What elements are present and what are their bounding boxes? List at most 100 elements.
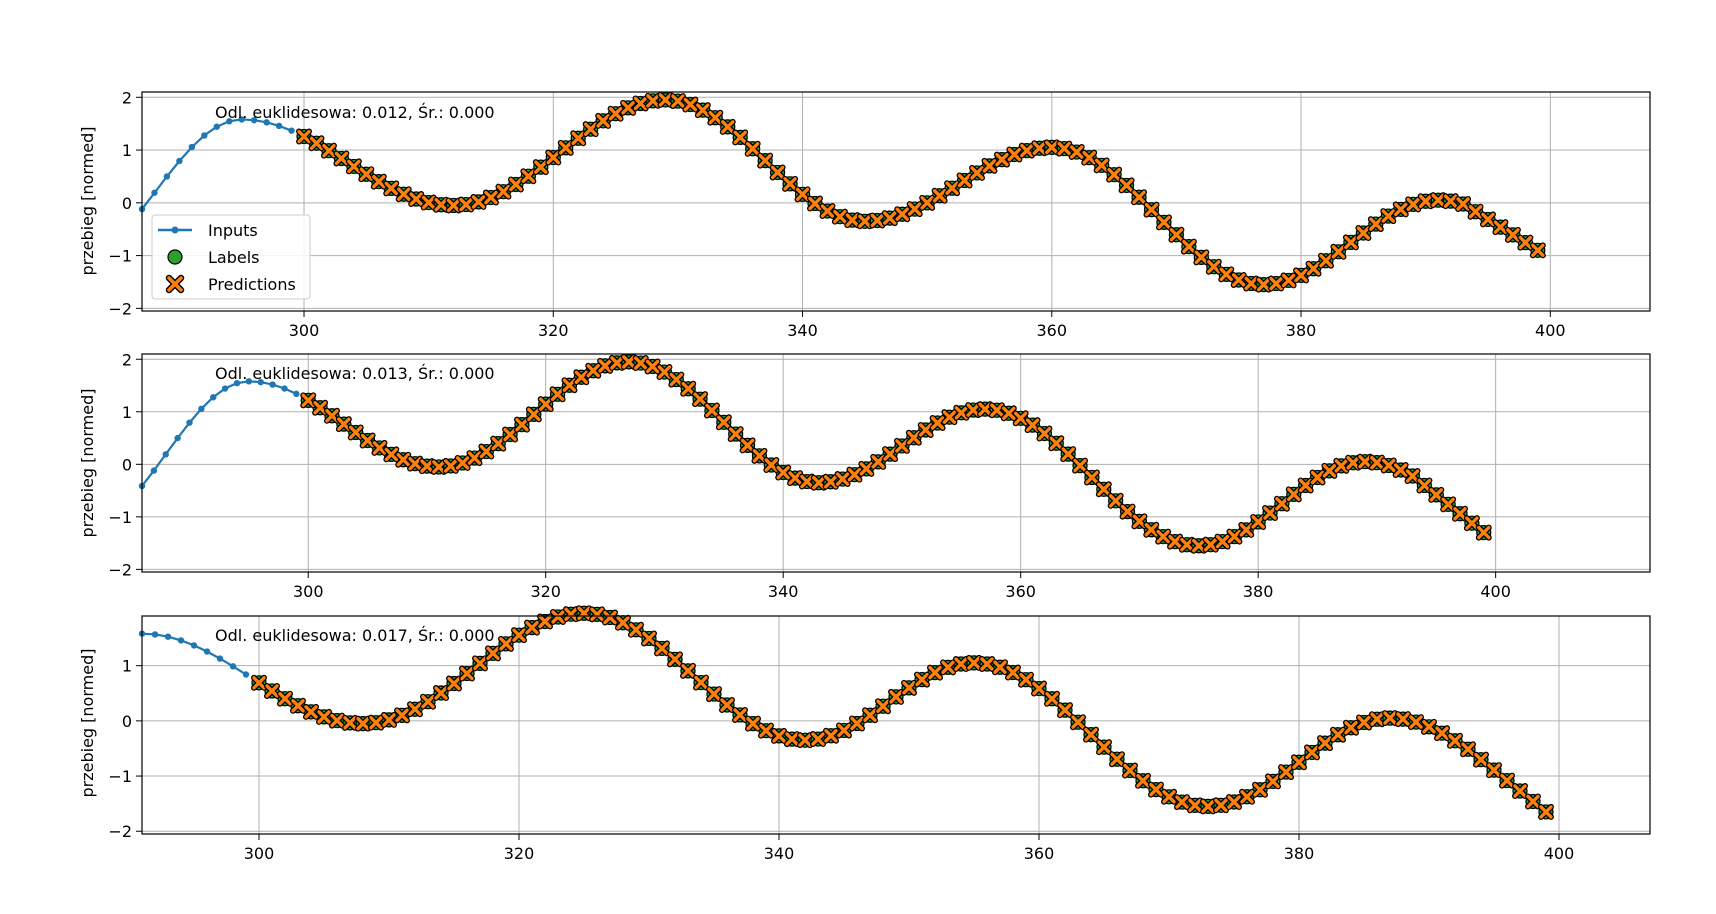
x-tick-label: 340 xyxy=(787,321,818,340)
prediction-point xyxy=(1201,799,1215,814)
prediction-point xyxy=(610,356,624,370)
prediction-point xyxy=(252,676,266,690)
prediction-point xyxy=(820,204,835,218)
input-point xyxy=(201,132,208,139)
prediction-point xyxy=(764,458,779,472)
prediction-point xyxy=(460,666,474,681)
prediction-point xyxy=(902,681,916,695)
prediction-point xyxy=(1370,455,1384,470)
x-tick-label: 380 xyxy=(1286,321,1317,340)
prediction-point xyxy=(798,733,812,747)
prediction-point xyxy=(1334,459,1348,473)
prediction-point xyxy=(499,637,513,651)
grid-lines xyxy=(142,354,1650,572)
prediction-point xyxy=(1396,712,1410,726)
x-tick-label: 360 xyxy=(1024,844,1055,863)
x-tick-label: 400 xyxy=(1544,844,1575,863)
ticks: 300 320 340 360 380 400 −2 −1 0 1 2 xyxy=(108,88,1565,340)
prediction-point xyxy=(369,715,383,730)
prediction-point xyxy=(1240,790,1254,804)
prediction-point xyxy=(408,456,422,471)
x-tick-label: 380 xyxy=(1243,582,1274,601)
prediction-point xyxy=(1253,783,1267,797)
prediction-point xyxy=(1232,273,1246,287)
prediction-point xyxy=(359,167,374,181)
prediction-point xyxy=(583,122,598,136)
prediction-point xyxy=(770,165,785,180)
prediction-point xyxy=(941,660,955,675)
prediction-point xyxy=(970,166,984,180)
prediction-point xyxy=(845,213,860,227)
legend-inputs-label: Inputs xyxy=(208,221,258,240)
prediction-point xyxy=(876,699,890,713)
prediction-point xyxy=(633,96,648,111)
prediction-point xyxy=(1356,226,1371,240)
prediction-point xyxy=(1539,805,1553,819)
subplot-3-annotation: Odl. euklidesowa: 0.017, Śr.: 0.000 xyxy=(215,626,495,645)
prediction-point xyxy=(1136,774,1150,788)
input-point xyxy=(250,116,258,124)
prediction-point xyxy=(1182,239,1196,254)
prediction-point xyxy=(1305,745,1319,760)
prediction-point xyxy=(1346,456,1360,470)
prediction-point xyxy=(434,198,448,212)
prediction-point xyxy=(486,646,500,661)
prediction-point xyxy=(1013,411,1028,426)
prediction-point xyxy=(995,152,1009,167)
x-tick-label: 380 xyxy=(1284,844,1315,863)
input-point xyxy=(188,143,196,151)
prediction-point xyxy=(1394,202,1408,217)
prediction-point xyxy=(372,174,386,189)
prediction-point xyxy=(1266,774,1280,789)
prediction-point xyxy=(1281,273,1296,288)
prediction-point xyxy=(571,131,585,145)
prediction-point xyxy=(645,359,660,374)
x-tick-label: 320 xyxy=(504,844,535,863)
subplot-1: przebieg [normed] 300 320 340 360 380 400 −2 −1… xyxy=(78,88,1651,340)
prediction-point xyxy=(1493,220,1508,234)
prediction-point xyxy=(1292,755,1306,769)
prediction-point xyxy=(421,694,435,709)
x-tick-label: 300 xyxy=(244,844,275,863)
prediction-point xyxy=(978,402,992,416)
prediction-point xyxy=(721,120,735,134)
prediction-point xyxy=(1318,736,1332,750)
prediction-point xyxy=(1214,798,1228,812)
prediction-point xyxy=(707,687,721,701)
prediction-point xyxy=(808,196,822,211)
prediction-point xyxy=(616,616,630,630)
prediction-point xyxy=(1331,245,1346,259)
prediction-point xyxy=(823,475,838,489)
prediction-point xyxy=(1465,516,1479,530)
prediction-point xyxy=(850,716,864,731)
prediction-point xyxy=(1180,537,1194,552)
input-point xyxy=(174,434,181,442)
prediction-point xyxy=(1203,537,1218,552)
prediction-point xyxy=(795,187,810,202)
prediction-point xyxy=(883,447,897,461)
input-point xyxy=(198,405,205,413)
prediction-point xyxy=(1085,470,1099,485)
legend-predictions-label: Predictions xyxy=(208,275,296,294)
prediction-point xyxy=(309,136,324,150)
input-point xyxy=(226,118,233,125)
prediction-point xyxy=(1107,167,1121,182)
ticks: 300 320 340 360 380 400 −2 −1 0 1 xyxy=(108,657,1574,863)
input-point xyxy=(263,119,270,126)
prediction-point xyxy=(835,472,850,486)
prediction-point xyxy=(847,467,862,482)
prediction-point xyxy=(1417,478,1432,493)
input-point xyxy=(245,378,253,385)
prediction-point xyxy=(491,436,505,451)
prediction-point xyxy=(1369,217,1383,231)
prediction-point xyxy=(657,365,672,379)
input-point xyxy=(190,642,198,649)
prediction-point xyxy=(455,456,470,470)
input-point xyxy=(203,648,211,655)
prediction-point xyxy=(1269,276,1283,291)
prediction-point xyxy=(459,197,473,212)
prediction-point xyxy=(920,196,934,210)
prediction-point xyxy=(1070,145,1084,159)
prediction-point xyxy=(384,447,399,462)
prediction-point xyxy=(330,713,344,728)
